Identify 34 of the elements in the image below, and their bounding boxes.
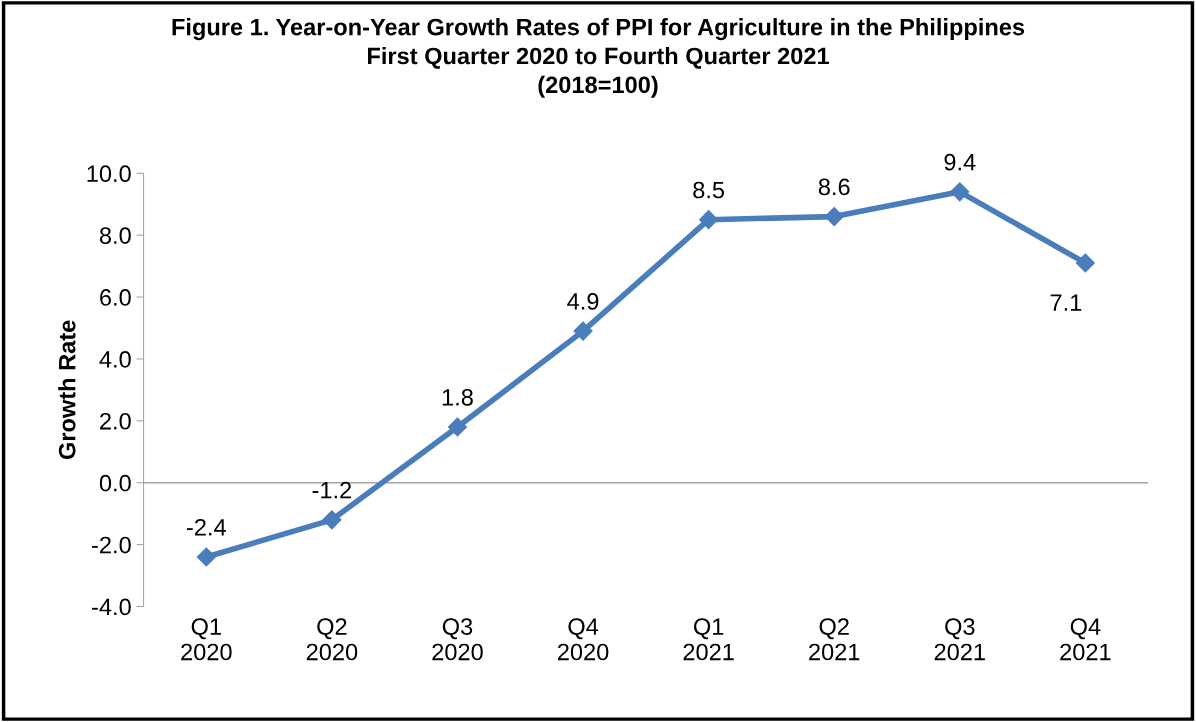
y-tick-label: 0.0	[99, 474, 131, 492]
data-label: 4.9	[567, 293, 599, 310]
x-tick-label: Q4 2021	[1060, 618, 1111, 661]
data-label: 8.6	[818, 178, 850, 196]
x-tick-label: Q2 2020	[306, 618, 358, 661]
x-tick-label: Q2 2021	[809, 618, 860, 661]
x-tick-label: Q1 2021	[683, 618, 734, 661]
x-tick-label: Q3 2020	[432, 618, 483, 661]
chart-title: Figure 1. Year-on-Year Growth Rates of PPI for Agriculture in the Philippines First Quarter 2020 to Fourth Quarter 2021 (2018=100)	[172, 18, 1025, 98]
x-tick-label: Q3 2021	[934, 618, 985, 661]
point	[447, 417, 468, 437]
data-label: 7.1	[1050, 294, 1082, 311]
point	[322, 510, 342, 530]
point	[1075, 253, 1095, 273]
data-label: 8.5	[693, 181, 725, 199]
point	[573, 321, 593, 341]
data-label: -1.2	[312, 481, 352, 499]
y-tick-label: -4.0	[92, 598, 131, 616]
y-tick-label: 8.0	[99, 227, 131, 244]
y-tick-label: 6.0	[100, 289, 131, 306]
x-tick-label: Q4 2020	[557, 618, 609, 661]
data-label: 1.8	[442, 388, 473, 406]
y-tick-label: 2.0	[100, 412, 131, 430]
y-tick-label: 10.0	[87, 165, 131, 183]
data-label: 9.4	[944, 153, 976, 171]
point	[824, 207, 844, 227]
y-axis-title: Growth Rate	[58, 320, 76, 460]
x-tick-label: Q1 2020	[181, 618, 232, 661]
point	[699, 210, 719, 230]
data-label: -2.4	[187, 518, 226, 536]
y-tick-label: 4.0	[99, 351, 131, 368]
point	[950, 182, 970, 202]
point	[196, 547, 216, 567]
y-tick-label: -2.0	[92, 536, 131, 554]
